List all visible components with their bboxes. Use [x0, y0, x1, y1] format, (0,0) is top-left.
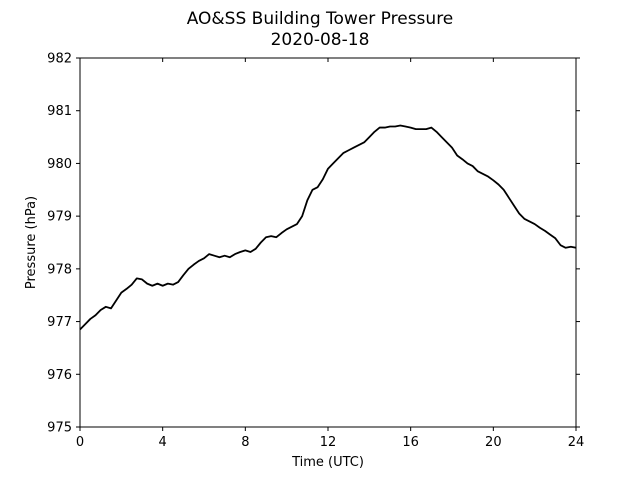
y-tick-label: 978	[47, 262, 72, 277]
x-tick-label: 16	[402, 435, 419, 450]
plot-frame	[79, 57, 577, 428]
y-tick-label: 981	[47, 104, 72, 119]
x-tick-label: 12	[320, 435, 337, 450]
x-tick-label: 0	[76, 435, 84, 450]
y-tick-label: 975	[47, 421, 72, 436]
y-tick-label: 980	[47, 157, 72, 172]
series-line	[79, 124, 577, 331]
x-tick-label: 24	[568, 435, 585, 450]
chart-title: AO&SS Building Tower Pressure	[187, 9, 454, 29]
x-tick-label: 8	[241, 435, 249, 450]
y-tick-label: 982	[47, 52, 72, 67]
y-tick-label: 979	[47, 210, 72, 225]
y-tick-label: 977	[47, 315, 72, 330]
x-tick-label: 4	[159, 435, 167, 450]
x-axis-label: Time (UTC)	[291, 455, 364, 470]
y-axis-label: Pressure (hPa)	[24, 196, 39, 289]
chart-subtitle: 2020-08-18	[271, 30, 370, 50]
y-tick-label: 976	[47, 368, 72, 383]
x-tick-label: 20	[485, 435, 502, 450]
axis-ticks: 0 4 8 12 16 20 24 975 976 977 978 979 980 981 982	[47, 52, 584, 451]
